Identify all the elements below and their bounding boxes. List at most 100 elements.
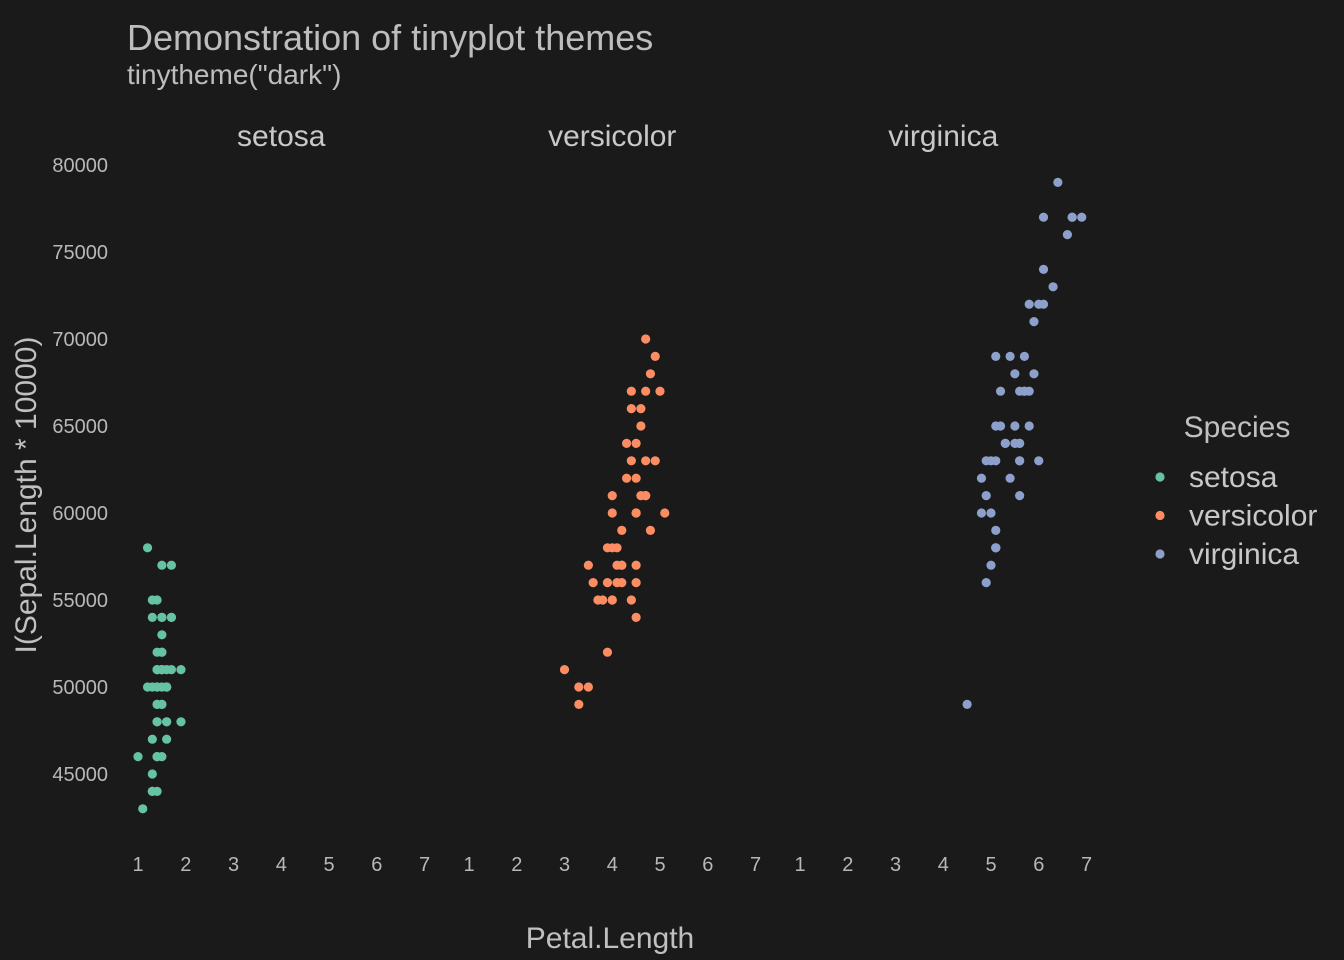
point-virginica	[1034, 299, 1044, 309]
point-virginica	[976, 508, 987, 518]
legend-marker-versicolor	[1155, 510, 1165, 521]
point-virginica	[986, 456, 996, 466]
point-setosa	[157, 612, 167, 623]
point-virginica	[1053, 177, 1063, 187]
point-setosa	[147, 786, 157, 797]
legend-marker-virginica	[1155, 549, 1165, 559]
point-versicolor	[660, 508, 670, 518]
point-setosa	[152, 682, 162, 692]
x-tick-label-setosa: 3	[228, 854, 239, 876]
x-tick-label-setosa: 7	[419, 854, 430, 876]
point-virginica	[962, 699, 972, 710]
point-virginica	[1067, 212, 1077, 222]
point-virginica	[1034, 456, 1044, 466]
x-tick-label-setosa: 4	[276, 854, 287, 876]
point-virginica	[981, 578, 991, 588]
point-versicolor	[588, 578, 598, 588]
point-versicolor	[602, 647, 613, 657]
point-setosa	[157, 647, 167, 657]
point-virginica	[986, 508, 996, 518]
y-tick-label: 65000	[52, 416, 108, 438]
point-setosa	[162, 717, 172, 727]
x-tick-label-versicolor: 5	[654, 854, 665, 876]
point-virginica	[1000, 438, 1010, 448]
point-setosa	[166, 612, 177, 623]
point-virginica	[1010, 438, 1020, 448]
point-versicolor	[631, 612, 641, 623]
point-virginica	[1038, 264, 1049, 274]
point-virginica	[1015, 456, 1025, 466]
point-setosa	[176, 665, 186, 675]
point-versicolor	[583, 682, 593, 692]
point-virginica	[991, 525, 1001, 536]
point-versicolor	[641, 334, 651, 344]
y-axis-label: I(Sepal.Length * 10000)	[10, 337, 43, 654]
x-tick-label-virginica: 4	[938, 854, 949, 876]
point-versicolor	[621, 438, 632, 448]
point-virginica	[1005, 473, 1015, 483]
point-versicolor	[574, 699, 584, 710]
point-virginica	[976, 473, 987, 483]
point-versicolor	[636, 404, 646, 414]
x-tick-label-versicolor: 6	[702, 854, 713, 876]
point-versicolor	[626, 456, 636, 466]
y-tick-label: 70000	[52, 329, 108, 351]
point-virginica	[995, 386, 1006, 396]
point-versicolor	[631, 508, 641, 518]
facet-labels: setosa versicolor virginica	[237, 120, 999, 153]
legend-title: Species	[1184, 411, 1291, 444]
x-tick-label-versicolor: 1	[463, 854, 474, 876]
point-setosa	[162, 665, 172, 675]
point-versicolor	[650, 456, 660, 466]
x-tick-label-virginica: 2	[842, 854, 853, 876]
point-versicolor	[626, 386, 636, 396]
point-setosa	[152, 717, 162, 727]
x-tick-label-virginica: 7	[1081, 854, 1092, 876]
facet-label-setosa: setosa	[237, 120, 326, 153]
point-virginica	[1048, 282, 1058, 292]
point-versicolor	[607, 595, 617, 605]
y-tick-label: 60000	[52, 503, 108, 525]
point-versicolor	[631, 473, 641, 483]
y-tick-label: 45000	[52, 764, 108, 786]
point-setosa	[142, 543, 153, 553]
point-versicolor	[655, 386, 665, 396]
x-tick-label-setosa: 5	[323, 854, 334, 876]
point-versicolor	[617, 578, 627, 588]
point-versicolor	[645, 369, 656, 379]
point-virginica	[1029, 369, 1039, 379]
y-tick-label: 50000	[52, 677, 108, 699]
x-tick-label-setosa: 2	[180, 854, 191, 876]
point-setosa	[147, 769, 157, 779]
x-tick-label-versicolor: 7	[750, 854, 761, 876]
point-virginica	[1024, 421, 1034, 431]
point-versicolor	[617, 525, 627, 536]
point-versicolor	[636, 491, 646, 501]
point-virginica	[1010, 369, 1020, 379]
point-virginica	[1005, 351, 1015, 361]
point-setosa	[162, 734, 172, 744]
chart-title: Demonstration of tinyplot themes	[127, 17, 653, 58]
point-versicolor	[612, 560, 622, 570]
point-versicolor	[641, 386, 651, 396]
x-tick-label-versicolor: 3	[559, 854, 570, 876]
x-tick-label-virginica: 6	[1033, 854, 1044, 876]
point-virginica	[981, 491, 991, 501]
x-axis-ticks: 1 2 3 4 5 6 7 1 2 3 4 5 6 7 1 2 3 4 5 6 7	[132, 854, 1092, 876]
point-virginica	[1077, 212, 1087, 222]
point-setosa	[176, 717, 186, 727]
point-virginica	[995, 421, 1006, 431]
point-virginica	[991, 351, 1001, 361]
legend-label-versicolor: versicolor	[1189, 500, 1317, 533]
point-setosa	[166, 560, 177, 570]
point-versicolor	[583, 560, 593, 570]
point-versicolor	[631, 560, 641, 570]
chart-subtitle: tinytheme("dark")	[127, 59, 341, 90]
point-virginica	[1062, 230, 1072, 240]
y-tick-label: 80000	[52, 155, 108, 177]
point-setosa	[133, 752, 143, 762]
point-setosa	[147, 612, 157, 623]
point-versicolor	[641, 456, 651, 466]
